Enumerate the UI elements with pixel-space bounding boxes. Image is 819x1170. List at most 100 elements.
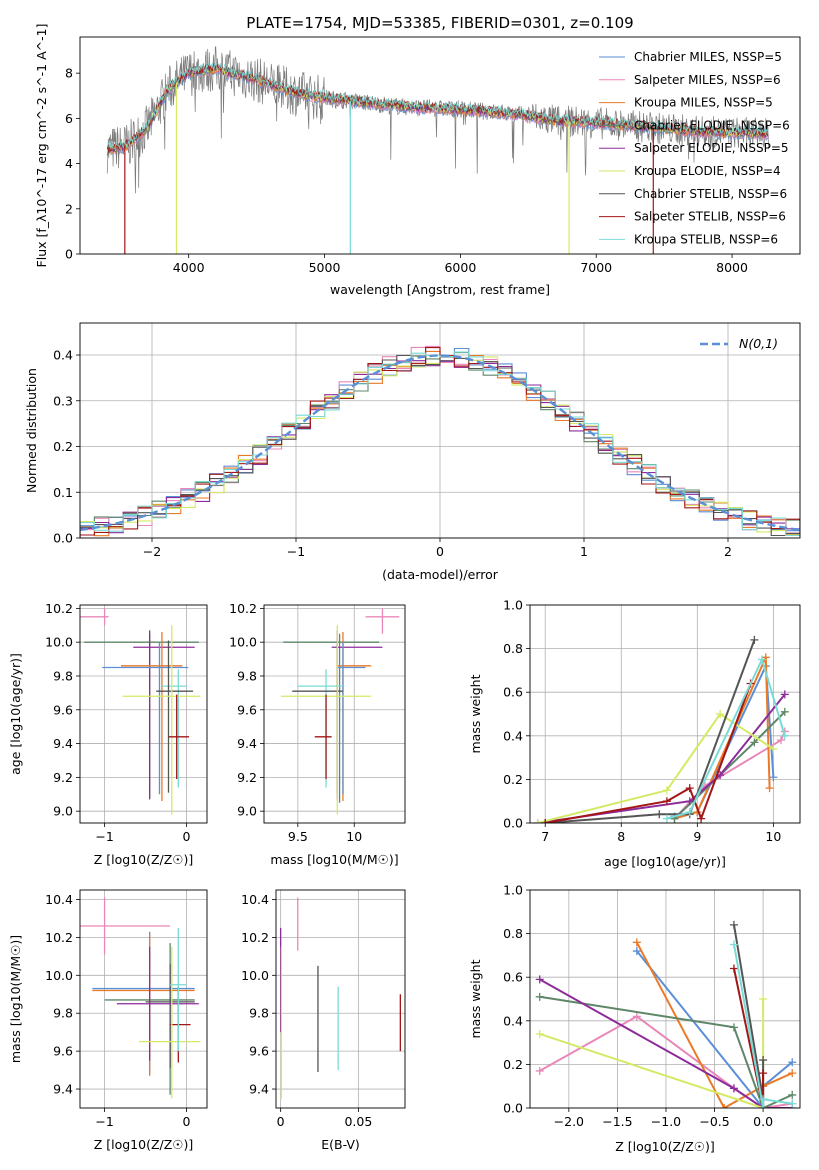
weight-point-salpeter_elodie: [685, 797, 694, 806]
panel-spectrum: 4000 5000 6000 7000 8000 0 2 4 6 8 Chabrier MILES,…: [34, 24, 801, 297]
x-tick-label: −1.5: [602, 1114, 632, 1129]
x-tick-label: 9.5: [288, 829, 308, 844]
spectrum-model-line-kroupa_stelib: [106, 62, 769, 150]
panel-mass-vs-ebv: 0 0.05 9.4 9.6 9.8 10.0 10.2 10.4 E(B-V): [241, 889, 406, 1152]
y-tick-label: 0.6: [503, 685, 523, 700]
x-tick-label: 2: [724, 544, 732, 559]
weight-point-kroupa_stelib: [662, 814, 671, 823]
weight-point-kroupa_elodie: [533, 819, 542, 823]
weight-point-salpeter_stelib: [662, 797, 671, 806]
x-tick-label: 6000: [444, 260, 476, 275]
x-tick-label: 8: [617, 829, 625, 844]
y-tick-label: 10.0: [241, 968, 269, 983]
weight-point-kroupa_stelib: [759, 1095, 768, 1104]
y-tick-label: 9.6: [53, 702, 73, 717]
weight-point-kroupa_elodie: [716, 710, 725, 718]
y-tick-label: 9.4: [237, 736, 257, 751]
y-axis-label: mass [log10(M/M☉)]: [8, 935, 23, 1063]
legend-label: Chabrier ELODIE, NSSP=6: [634, 118, 790, 132]
weight-point-kroupa_stelib: [780, 731, 789, 740]
weight-point-chabrier_stelib: [759, 1056, 768, 1065]
y-tick-label: 0.4: [503, 728, 523, 743]
x-tick-label: 0: [436, 544, 444, 559]
weight-line-kroupa_elodie: [539, 999, 765, 1108]
plot-area: [280, 608, 400, 815]
panel-age-vs-mass: 9.5 10 9.0 9.2 9.4 9.6 9.8 10.0 10.2 mass [log10(…: [229, 601, 406, 867]
weight-point-kroupa_miles: [632, 938, 641, 947]
weight-point-salpeter_miles: [535, 1066, 544, 1075]
legend-label: Salpeter STELIB, NSSP=6: [634, 210, 786, 224]
x-tick-label: 1: [580, 544, 588, 559]
y-tick-label: 0.0: [503, 816, 523, 831]
legend-label: Kroupa ELODIE, NSSP=4: [634, 164, 781, 178]
x-tick-label: 4000: [173, 260, 205, 275]
y-tick-label: 10.0: [45, 968, 73, 983]
y-tick-label: 9.4: [249, 1082, 269, 1097]
x-axis-label: wavelength [Angstrom, rest frame]: [330, 282, 550, 297]
weight-point-salpeter_stelib: [685, 784, 694, 793]
weight-point-chabrier_elodie: [788, 1090, 797, 1099]
weight-point-chabrier_miles: [632, 947, 641, 956]
x-tick-label: −0.5: [699, 1114, 729, 1129]
weight-point-kroupa_miles: [788, 1069, 797, 1078]
y-tick-label: 10.2: [241, 930, 269, 945]
y-tick-label: 9.0: [53, 804, 73, 819]
x-tick-label: −1: [95, 1114, 113, 1129]
y-tick-label: 9.8: [237, 668, 257, 683]
y-tick-label: 8: [65, 66, 73, 81]
y-tick-label: 0.2: [503, 1057, 523, 1072]
y-tick-label: 9.8: [249, 1006, 269, 1021]
panel-weight-vs-z: −2.0 −1.5 −1.0 −0.5 0.0 0.0 0.2 0.4 0.6 0.8 1.0 Z […: [468, 883, 801, 1154]
weight-point-chabrier_elodie: [535, 992, 544, 1001]
weight-line-kroupa_stelib: [733, 944, 793, 1108]
y-tick-label: 0.1: [53, 485, 73, 500]
y-tick-label: 9.8: [53, 1006, 73, 1021]
y-tick-label: 9.4: [53, 1082, 73, 1097]
plot-area: [535, 920, 797, 1108]
y-tick-label: 9.2: [237, 770, 257, 785]
weight-point-salpeter_miles: [632, 1012, 641, 1021]
y-tick-label: 9.0: [237, 804, 257, 819]
y-tick-label: 0.4: [53, 348, 73, 363]
y-tick-label: 9.2: [53, 770, 73, 785]
weight-line-salpeter_stelib: [545, 683, 752, 823]
x-tick-label: 7: [541, 829, 549, 844]
x-axis-label: Z [log10(Z/Z☉)]: [94, 1137, 194, 1152]
x-axis-label: Z [log10(Z/Z☉)]: [615, 1139, 715, 1154]
axes-frame: [529, 889, 801, 1109]
x-tick-label: −1: [287, 544, 305, 559]
x-axis-label: Z [log10(Z/Z☉)]: [94, 852, 194, 867]
y-tick-label: 9.4: [53, 736, 73, 751]
y-tick-label: 6: [65, 111, 73, 126]
x-tick-label: 5000: [309, 260, 341, 275]
y-tick-label: 2: [65, 201, 73, 216]
weight-point-kroupa_miles: [765, 784, 774, 793]
y-tick-label: 10.2: [45, 930, 73, 945]
spectrum-model-line-kroupa_elodie: [106, 64, 769, 152]
y-tick-label: 0.8: [503, 641, 523, 656]
y-tick-label: 0.4: [503, 1013, 523, 1028]
weight-point-salpeter_elodie: [535, 975, 544, 984]
y-tick-label: 9.6: [53, 1044, 73, 1059]
x-tick-label: 0.05: [344, 1114, 372, 1129]
y-tick-label: 10.4: [241, 892, 269, 907]
axes-frame: [275, 889, 406, 1109]
x-tick-label: −2: [143, 544, 161, 559]
weight-point-kroupa_stelib: [788, 1099, 797, 1108]
y-tick-label: 10.0: [229, 635, 257, 650]
x-tick-label: −1.0: [651, 1114, 681, 1129]
plot-area: [280, 897, 401, 1099]
weight-point-kroupa_stelib: [685, 808, 694, 817]
panel-mass-vs-z: −1 0 9.4 9.6 9.8 10.0 10.2 10.4 Z [log10(Z/Z☉)] m…: [8, 889, 208, 1152]
weight-line-salpeter_stelib: [733, 968, 765, 1108]
x-tick-label: 8000: [716, 260, 748, 275]
weight-line-chabrier_stelib: [733, 924, 765, 1100]
weight-point-salpeter_stelib: [541, 819, 550, 823]
y-tick-label: 0.2: [53, 439, 73, 454]
y-tick-label: 9.8: [53, 668, 73, 683]
panel-weight-vs-age: 7 8 9 10 0.0 0.2 0.4 0.6 0.8 1.0 age [log10(age/yr…: [468, 598, 801, 869]
weight-point-chabrier_stelib: [655, 810, 664, 819]
y-tick-label: 0.0: [503, 1101, 523, 1116]
weight-point-chabrier_miles: [769, 773, 778, 782]
y-tick-label: 1.0: [503, 883, 523, 898]
